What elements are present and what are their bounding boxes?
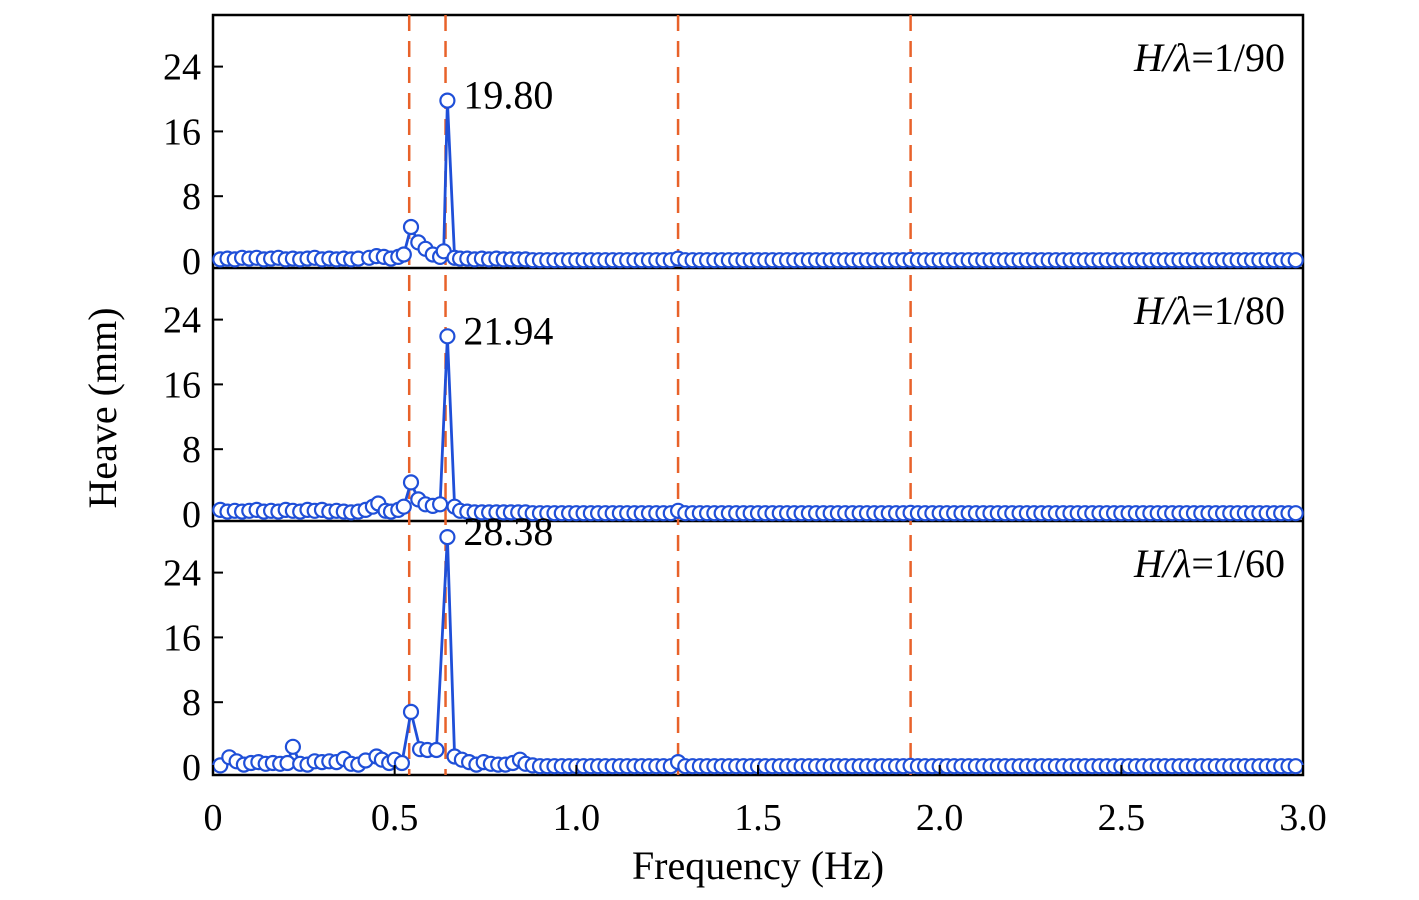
- series-line: [219, 336, 1296, 515]
- series-line: [220, 100, 1296, 262]
- data-point: [439, 328, 456, 345]
- panel-label: H/λ=1/60: [1133, 541, 1285, 586]
- data-point: [428, 741, 445, 759]
- data-point: [432, 496, 449, 513]
- y-tick-label: 16: [163, 617, 201, 659]
- y-tick-label: 24: [163, 553, 201, 595]
- panel-label-value: =1/60: [1191, 541, 1285, 586]
- peak-value-label: 28.38: [463, 509, 553, 554]
- y-tick-label: 16: [163, 111, 201, 153]
- peak-value-label: 19.80: [463, 73, 553, 118]
- y-tick-label: 8: [182, 682, 201, 724]
- data-point: [1287, 252, 1304, 269]
- data-point: [1287, 758, 1304, 775]
- y-tick-label: 16: [163, 364, 201, 406]
- x-tick-label: 3.0: [1279, 797, 1327, 839]
- y-tick-label: 8: [182, 429, 201, 471]
- panel-label-value: =1/90: [1191, 35, 1285, 80]
- panel-label-value: =1/80: [1191, 288, 1285, 333]
- y-tick-label: 0: [182, 241, 201, 283]
- data-point: [402, 474, 420, 491]
- x-tick-label: 0.5: [371, 797, 419, 839]
- data-point: [284, 738, 301, 755]
- x-tick-label: 2.0: [916, 797, 964, 839]
- peak-value-label: 21.94: [463, 308, 553, 353]
- x-tick-label: 1.5: [734, 797, 782, 839]
- panel-label-ratio: H/λ: [1133, 288, 1191, 333]
- panel-label: H/λ=1/90: [1133, 35, 1285, 80]
- data-point: [393, 754, 410, 772]
- y-tick-label: 24: [163, 47, 201, 89]
- data-point: [439, 528, 456, 546]
- x-axis: 0 0.5 1.0 1.5 2.0 2.5 3.0: [204, 765, 1327, 839]
- data-point: [395, 246, 412, 263]
- data-point: [402, 703, 420, 721]
- x-tick-label: 0: [204, 797, 223, 839]
- y-tick-label: 0: [182, 494, 201, 536]
- x-tick-label: 1.0: [553, 797, 601, 839]
- data-point: [439, 92, 456, 109]
- y-tick-label: 24: [163, 300, 201, 342]
- data-point: [402, 218, 420, 236]
- panel-label-ratio: H/λ: [1133, 35, 1191, 80]
- panel-3: 0 8 16 24 28.38 H/λ=1/60: [163, 509, 1304, 789]
- panel-label-ratio: H/λ: [1133, 541, 1191, 586]
- y-tick-label: 0: [182, 747, 201, 789]
- x-tick-label: 2.5: [1098, 797, 1146, 839]
- data-point: [1287, 505, 1304, 522]
- y-axis-label: Heave (mm): [80, 307, 125, 508]
- panel-2: 0 8 16 24 21.94 H/λ=1/80: [163, 288, 1304, 536]
- panel-1: 0 8 16 24 19.80 H/λ=1/90: [163, 35, 1304, 283]
- y-tick-label: 8: [182, 176, 201, 218]
- panel-label: H/λ=1/80: [1133, 288, 1285, 333]
- x-axis-label: Frequency (Hz): [632, 843, 884, 888]
- data-point: [395, 498, 412, 515]
- plot-frame: [211, 13, 1305, 777]
